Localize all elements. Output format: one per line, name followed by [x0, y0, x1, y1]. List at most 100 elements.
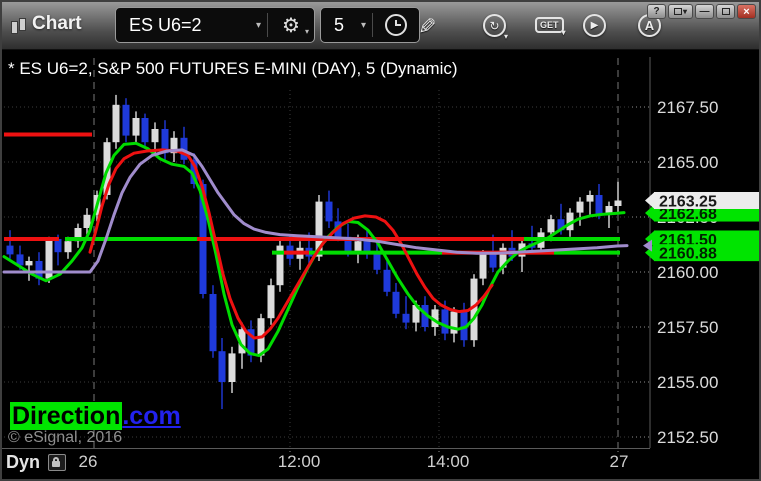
chevron-down-icon: ▾: [304, 26, 309, 36]
lock-shackle: [53, 457, 59, 462]
candle-body: [576, 201, 584, 213]
chevron-down-icon: ▾: [503, 32, 508, 41]
symbol-settings-button[interactable]: ⚙ ▾: [268, 13, 314, 38]
chart-title: * ES U6=2, S&P 500 FUTURES E-MINI (DAY),…: [8, 59, 458, 78]
candle-body: [489, 254, 497, 268]
maximize-button[interactable]: [716, 4, 735, 19]
watermark-link[interactable]: .com: [122, 402, 181, 430]
candle-body: [431, 309, 439, 327]
price-flag: [654, 230, 759, 248]
price-flag: [654, 244, 759, 262]
candle-body: [238, 329, 246, 354]
candle-body: [112, 104, 120, 143]
watermark: Direction.com: [10, 402, 181, 431]
app-title: Chart: [32, 13, 82, 34]
price-flag-value: 2163.25: [659, 194, 717, 211]
x-axis-label: 14:00: [426, 452, 470, 471]
window-controls: ? ▾ — ×: [647, 4, 756, 19]
clock-icon[interactable]: [385, 14, 407, 36]
window-icon: [673, 8, 682, 15]
candle-body: [421, 305, 429, 327]
watermark-text: Direction: [10, 402, 123, 430]
price-flag-notch: [645, 205, 654, 222]
candle-body: [170, 137, 178, 154]
candle-body: [450, 311, 458, 334]
price-flag: [654, 192, 759, 209]
chevron-down-icon: ▾: [561, 28, 566, 37]
candle-body: [132, 118, 140, 136]
candle-body: [141, 118, 149, 143]
candle-body: [276, 245, 284, 286]
symbol-selector[interactable]: ES U6=2 ▾ ⚙ ▾: [115, 7, 315, 43]
candle-body: [45, 239, 53, 279]
candle-body: [383, 269, 391, 292]
candle-body: [35, 261, 43, 279]
y-axis-label: 2152.50: [657, 428, 718, 447]
price-flag-value: 2160.88: [659, 246, 717, 263]
candle-body: [354, 241, 362, 253]
maximize-icon: [721, 8, 730, 15]
copyright-text: © eSignal, 2016: [8, 429, 123, 446]
restore-window-button[interactable]: ▾: [668, 4, 693, 19]
gear-icon[interactable]: ⚙: [282, 14, 300, 37]
candle-body: [586, 195, 594, 202]
trend-ma-purple: [2, 148, 629, 274]
time-settings-button[interactable]: [373, 14, 419, 36]
toolbar: Chart ES U6=2 ▾ ⚙ ▾ 5 ▾ ✎ ↻ ▾ GET ▾ ▶: [2, 2, 759, 50]
x-axis-label: 26: [78, 452, 98, 471]
chevron-down-icon[interactable]: ▾: [360, 19, 366, 31]
candle-body: [161, 129, 169, 154]
lock-body: [52, 461, 60, 467]
candle-body: [228, 353, 236, 382]
bar-glyph: [11, 21, 18, 34]
y-axis-label: 2157.50: [657, 318, 718, 337]
chevron-down-icon: ▾: [682, 7, 687, 16]
candle-body: [392, 291, 400, 314]
clock-hand: [395, 24, 401, 26]
candle-body: [373, 254, 381, 270]
refresh-icon[interactable]: ↻ ▾: [483, 14, 508, 41]
dynamic-mode-label[interactable]: Dyn: [6, 452, 41, 472]
price-flag-value: 2162.68: [659, 206, 717, 223]
candle-body: [6, 245, 14, 255]
candlestick-chart-icon: [11, 18, 27, 34]
candle-body: [190, 159, 198, 184]
slow-ma-red: [88, 148, 494, 340]
help-button[interactable]: ?: [647, 4, 666, 19]
y-axis-label: 2155.00: [657, 373, 718, 392]
candle-body: [74, 228, 82, 242]
x-axis-label: 12:00: [277, 452, 321, 471]
candle-body: [614, 200, 622, 206]
get-data-button[interactable]: GET ▾: [535, 17, 566, 37]
candle-body: [315, 201, 323, 257]
candle-body: [412, 305, 420, 323]
candle-body: [605, 206, 613, 215]
candle-body: [363, 241, 371, 255]
play-icon[interactable]: ▶: [583, 14, 606, 37]
interval-value[interactable]: 5: [334, 14, 345, 35]
divider: [372, 13, 373, 37]
divider: [267, 13, 268, 37]
axis-rule: [2, 448, 650, 449]
candle-body: [54, 239, 62, 253]
candle-body: [499, 247, 507, 268]
candle-body: [25, 261, 33, 266]
candle-body: [460, 311, 468, 341]
close-button[interactable]: ×: [737, 4, 756, 19]
candle-body: [218, 351, 226, 382]
minimize-button[interactable]: —: [695, 4, 714, 19]
interval-selector[interactable]: 5 ▾: [320, 7, 420, 43]
chevron-down-icon[interactable]: ▾: [255, 19, 261, 31]
candle-body: [547, 219, 555, 233]
candle-body: [441, 309, 449, 334]
lock-icon[interactable]: [48, 454, 66, 471]
candle-body: [470, 278, 478, 341]
clock-hand: [395, 20, 397, 26]
candle-body: [557, 219, 565, 231]
candle-body: [595, 195, 603, 215]
y-axis-label: 2167.50: [657, 98, 718, 117]
candle-body: [180, 137, 188, 160]
candle-body: [325, 201, 333, 222]
symbol-value[interactable]: ES U6=2: [129, 14, 202, 35]
